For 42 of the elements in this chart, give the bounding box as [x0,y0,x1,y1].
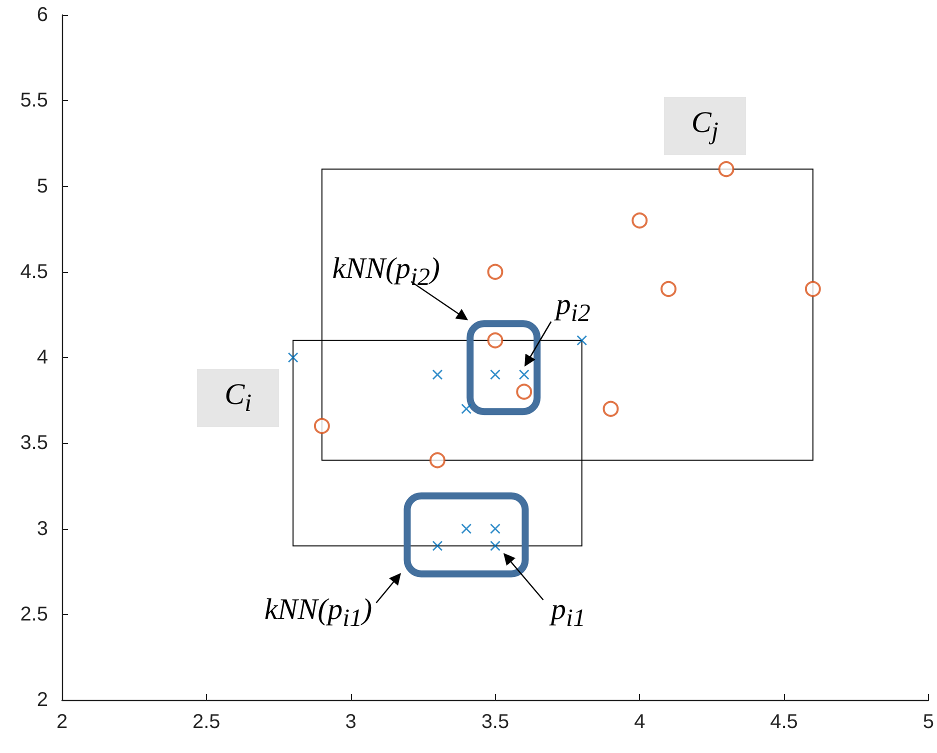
x-tick-label: 5 [922,711,934,733]
point [516,384,532,400]
series-label: C$_{j}$ [691,106,718,146]
x-tick-label: 2.5 [192,711,220,733]
annotation: p$_{i1}$ [550,592,586,633]
y-tick-label: 3.5 [20,432,48,454]
point [487,264,504,280]
point [660,281,677,297]
point [602,400,619,417]
point [314,418,330,434]
annotation: p$_{i2}$ [556,288,590,328]
annotation: kNN(p$_{i2}$) [332,252,440,292]
x-tick-label: 4.5 [770,711,798,733]
y-tick-label: 2 [36,689,48,711]
point [490,369,500,380]
point [632,212,648,228]
point [288,352,298,363]
y-tick-label: 3 [36,518,48,540]
point [490,524,500,534]
y-tick-label: 6 [36,4,48,26]
series-label: C$_{i}$ [224,378,252,418]
point [432,369,443,380]
y-tick-label: 5.5 [20,90,48,112]
y-tick-label: 4.5 [20,260,48,283]
y-tick-label: 4 [36,346,48,368]
point [432,540,443,552]
point [718,161,734,178]
x-tick-label: 3.5 [481,711,510,733]
point [804,281,821,297]
point [429,452,446,468]
x-tick-label: 3 [345,711,356,733]
point [487,332,504,348]
point [518,369,530,380]
point [461,524,472,534]
point [576,335,588,346]
y-tick-label: 5 [36,175,48,198]
y-tick-label: 2.5 [20,603,48,626]
x-tick-label: 4 [634,711,646,733]
point [461,404,472,414]
x-tick-label: 2 [56,711,68,733]
annotation: kNN(p$_{i1}$) [264,592,372,633]
point [490,540,500,552]
